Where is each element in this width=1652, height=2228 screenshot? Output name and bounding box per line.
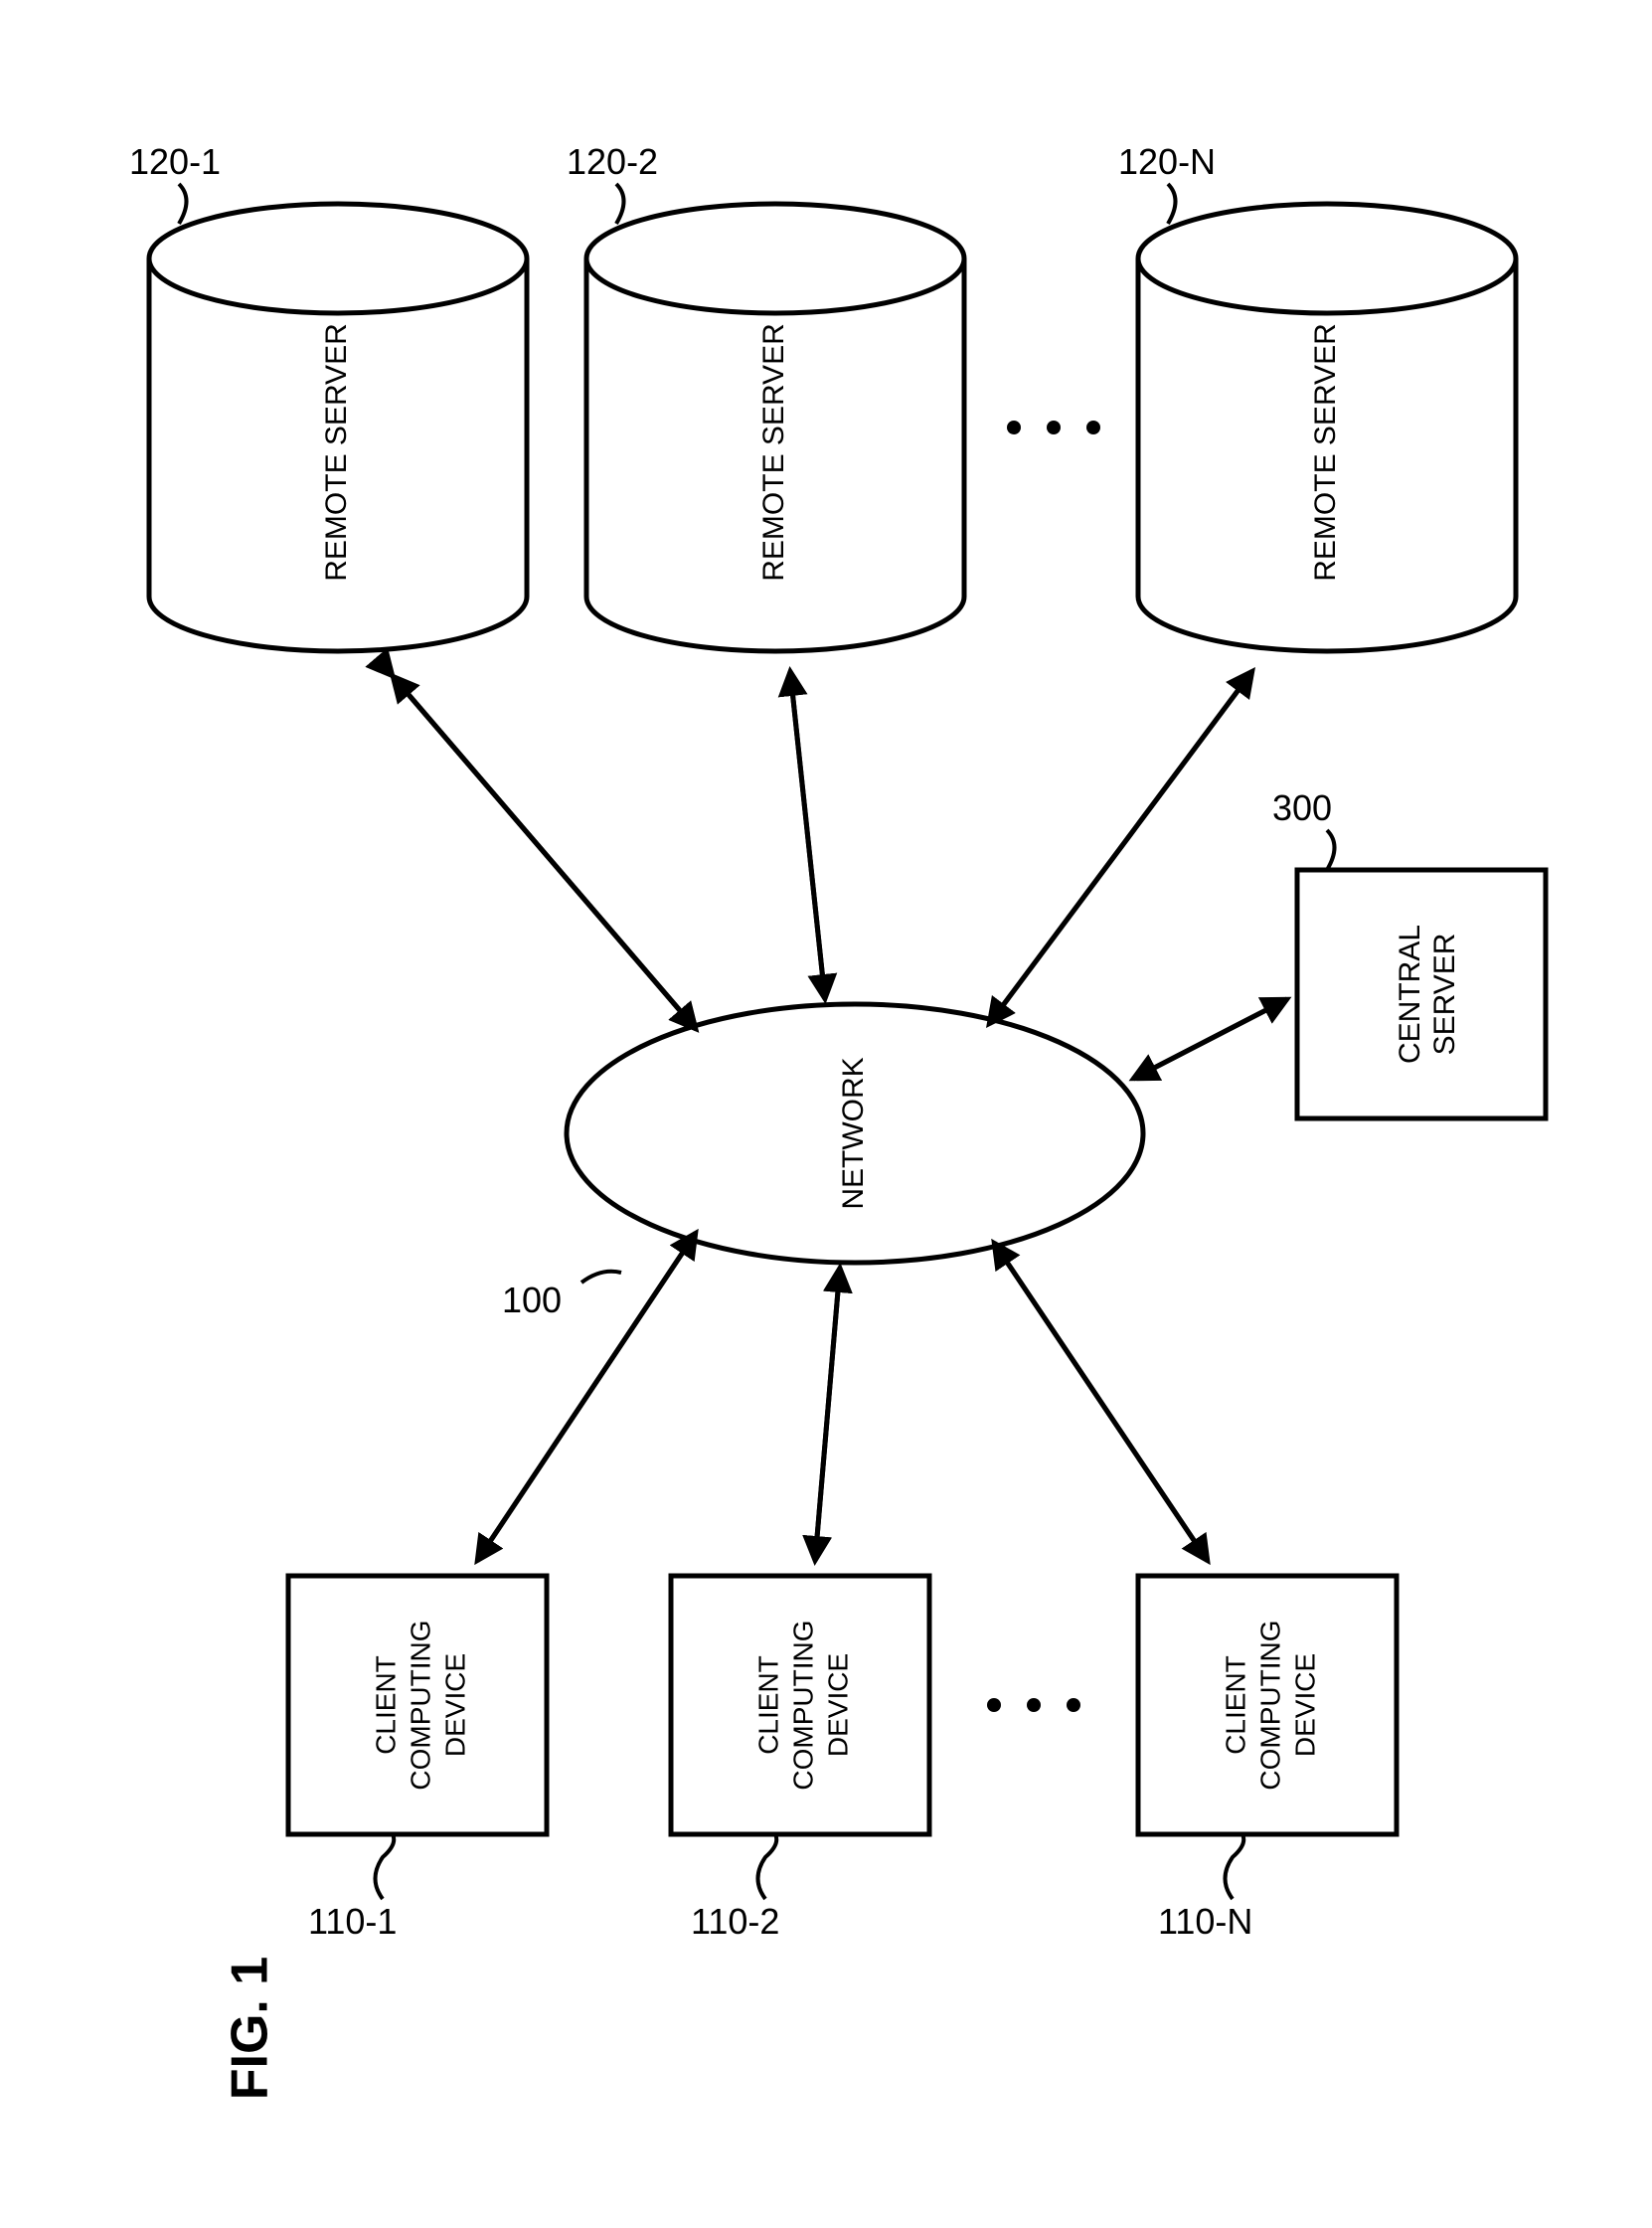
central-server-label-2: SERVER <box>1428 934 1461 1056</box>
remote-server-n-ref: 120-N <box>1118 141 1216 182</box>
network-node: NETWORK 100 <box>502 1004 1143 1320</box>
ellipsis-clients <box>987 1698 1080 1712</box>
client-n-label-2: COMPUTING <box>1254 1620 1285 1790</box>
client-n-label-3: DEVICE <box>1289 1653 1320 1757</box>
remote-server-n: REMOTE SERVER 120-N <box>1118 141 1516 651</box>
client-n-ref: 110-N <box>1158 1901 1252 1942</box>
remote-server-1-ref: 120-1 <box>129 141 221 182</box>
client-1-label-3: DEVICE <box>439 1653 470 1757</box>
client-device-2: CLIENT COMPUTING DEVICE 110-2 <box>671 1576 929 1942</box>
remote-server-1-label: REMOTE SERVER <box>320 323 353 582</box>
central-server: CENTRAL SERVER 300 <box>1272 787 1546 1118</box>
network-diagram: REMOTE SERVER 120-1 REMOTE SERVER 120-2 … <box>0 0 1652 2228</box>
client-1-label-1: CLIENT <box>370 1655 401 1755</box>
client-2-label-1: CLIENT <box>752 1655 783 1755</box>
figure-title: FIG. 1 <box>222 1957 279 2100</box>
central-server-label-1: CENTRAL <box>1394 925 1426 1064</box>
client-1-label-2: COMPUTING <box>405 1620 435 1790</box>
remote-server-2-ref: 120-2 <box>567 141 658 182</box>
client-device-1: CLIENT COMPUTING DEVICE 110-1 <box>288 1576 547 1942</box>
ellipsis-servers <box>1007 421 1100 434</box>
client-2-label-2: COMPUTING <box>787 1620 818 1790</box>
client-2-label-3: DEVICE <box>822 1653 853 1757</box>
central-server-ref: 300 <box>1272 787 1332 828</box>
network-label: NETWORK <box>837 1057 870 1209</box>
client-1-ref: 110-1 <box>308 1901 397 1942</box>
network-ref: 100 <box>502 1280 562 1320</box>
remote-server-1: REMOTE SERVER 120-1 <box>129 141 527 651</box>
client-device-n: CLIENT COMPUTING DEVICE 110-N <box>1138 1576 1397 1942</box>
remote-server-2-label: REMOTE SERVER <box>757 323 790 582</box>
client-n-label-1: CLIENT <box>1220 1655 1250 1755</box>
remote-server-2: REMOTE SERVER 120-2 <box>567 141 964 651</box>
client-2-ref: 110-2 <box>691 1901 779 1942</box>
remote-server-n-label: REMOTE SERVER <box>1309 323 1342 582</box>
